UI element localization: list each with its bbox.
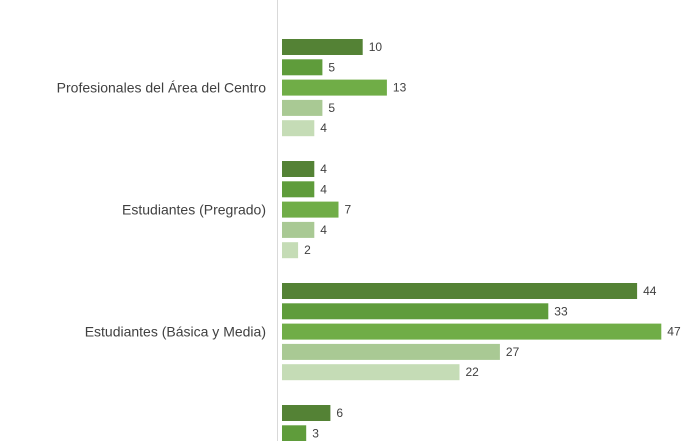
bar	[282, 120, 315, 137]
data-label: 27	[506, 345, 520, 359]
data-label: 4	[320, 182, 327, 196]
bar	[282, 161, 315, 177]
bar	[282, 39, 363, 55]
bar	[282, 79, 387, 96]
data-label: 4	[320, 223, 327, 237]
data-label: 22	[466, 365, 480, 379]
bar	[282, 425, 307, 441]
bar	[282, 343, 500, 360]
data-label: 6	[336, 406, 343, 420]
bar	[282, 59, 323, 76]
data-label: 5	[328, 101, 335, 115]
bar	[282, 181, 315, 198]
bar	[282, 242, 299, 259]
bar	[282, 201, 339, 218]
data-label: 4	[320, 121, 327, 135]
data-label: 33	[554, 304, 568, 318]
label-group: 181051354Profesionales del Área del Cent…	[57, 40, 681, 440]
data-label: 3	[312, 426, 319, 440]
bar	[282, 364, 460, 381]
category-label: Estudiantes (Básica y Media)	[85, 324, 266, 340]
bar	[282, 303, 549, 320]
data-label: 5	[328, 60, 335, 74]
data-label: 4	[320, 162, 327, 176]
bar	[282, 283, 638, 299]
data-label: 13	[393, 81, 407, 95]
category-label: Estudiantes (Pregrado)	[122, 202, 266, 218]
bar	[282, 221, 315, 238]
data-label: 2	[304, 243, 311, 257]
bar	[282, 323, 662, 340]
bar-group	[282, 39, 662, 441]
category-label: Profesionales del Área del Centro	[57, 80, 267, 96]
data-label: 44	[643, 284, 657, 298]
data-label: 47	[667, 325, 681, 339]
data-label: 7	[345, 203, 352, 217]
bar	[282, 99, 323, 116]
bar	[282, 405, 331, 421]
data-label: 10	[369, 40, 383, 54]
